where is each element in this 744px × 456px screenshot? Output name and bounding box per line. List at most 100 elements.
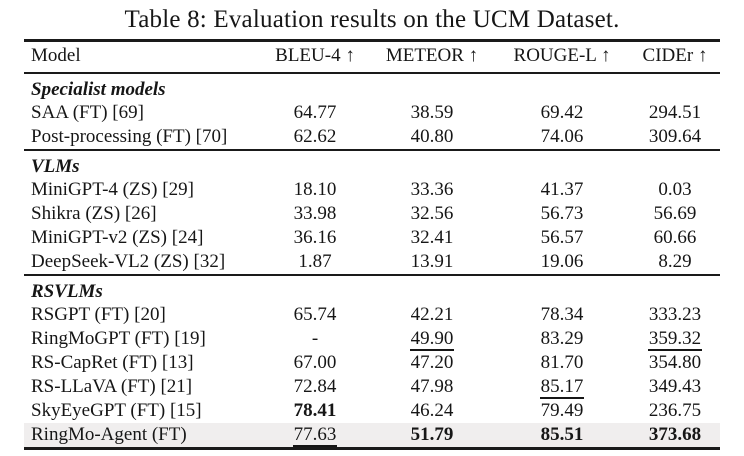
metric-value: 77.63	[292, 424, 338, 447]
metric-value-cell: 8.29	[630, 250, 720, 275]
column-header: METEOR ↑	[370, 40, 494, 74]
model-name-cell: RingMo-Agent (FT)	[31, 424, 187, 445]
metric-value: 0.03	[658, 179, 692, 200]
model-name-cell: MiniGPT-v2 (ZS) [24]	[31, 227, 204, 248]
metric-value: 79.49	[540, 400, 584, 421]
metric-value-cell: 46.24	[370, 399, 494, 423]
metric-value: 33.36	[410, 179, 454, 200]
table-caption: Table 8: Evaluation results on the UCM D…	[124, 6, 620, 33]
metric-value-cell: 333.23	[630, 303, 720, 327]
model-name-cell: Shikra (ZS) [26]	[31, 203, 157, 224]
metric-value: 64.77	[293, 102, 337, 123]
metric-value-cell: 49.90	[370, 327, 494, 351]
metric-value-cell: 33.98	[260, 202, 370, 226]
metric-value: 47.20	[410, 352, 454, 373]
metric-value: 56.57	[540, 227, 584, 248]
model-name-cell: RSGPT (FT) [20]	[31, 304, 166, 325]
metric-value-cell: 72.84	[260, 375, 370, 399]
table-row: Shikra (ZS) [26] 33.98 32.56 56.73 56.69	[24, 202, 720, 226]
metric-value: 354.80	[648, 352, 702, 373]
metric-value-cell: 47.98	[370, 375, 494, 399]
metric-value: 13.91	[410, 251, 454, 272]
metric-value: 78.34	[540, 304, 584, 325]
metric-value-cell: 0.03	[630, 178, 720, 202]
metric-value-cell: 42.21	[370, 303, 494, 327]
column-header: BLEU-4 ↑	[260, 40, 370, 74]
model-name-cell: SAA (FT) [69]	[31, 102, 144, 123]
metric-value-cell: 78.41	[260, 399, 370, 423]
metric-value-cell: 62.62	[260, 125, 370, 150]
metric-value: 85.51	[540, 424, 584, 445]
metric-value: 38.59	[410, 102, 454, 123]
metric-value-cell: 32.41	[370, 226, 494, 250]
metric-value: 49.90	[409, 328, 455, 351]
metric-value: 72.84	[293, 376, 337, 397]
metric-value: 333.23	[648, 304, 702, 325]
metric-value-cell: 85.51	[494, 423, 630, 449]
metric-value: 74.06	[540, 126, 584, 147]
table-row: DeepSeek-VL2 (ZS) [32] 1.87 13.91 19.06 8.29	[24, 250, 720, 275]
metric-value-cell: 78.34	[494, 303, 630, 327]
metric-value-cell: 64.77	[260, 101, 370, 125]
metric-value-cell: 32.56	[370, 202, 494, 226]
metric-value: 78.41	[293, 400, 337, 421]
metric-value-cell: 40.80	[370, 125, 494, 150]
metric-value-cell: 38.59	[370, 101, 494, 125]
table-row: RingMoGPT (FT) [19] - 49.90 83.29 359.32	[24, 327, 720, 351]
metric-value-cell: 294.51	[630, 101, 720, 125]
metric-value-cell: 47.20	[370, 351, 494, 375]
metric-value-cell: 13.91	[370, 250, 494, 275]
metric-value: 41.37	[540, 179, 584, 200]
model-name-cell: DeepSeek-VL2 (ZS) [32]	[31, 251, 226, 272]
metric-value-cell: 83.29	[494, 327, 630, 351]
metric-value: 51.79	[410, 424, 454, 445]
metric-value-cell: 349.43	[630, 375, 720, 399]
metric-value: 32.56	[410, 203, 454, 224]
metric-value: 56.69	[653, 203, 697, 224]
metric-value-cell: 67.00	[260, 351, 370, 375]
metric-value: 42.21	[410, 304, 454, 325]
table-row: RS-LLaVA (FT) [21] 72.84 47.98 85.17 349.43	[24, 375, 720, 399]
metric-value: 62.62	[293, 126, 337, 147]
results-table: Model BLEU-4 ↑ METEOR ↑ ROUGE-L ↑ CIDEr ↑ Sp…	[24, 39, 720, 450]
section-row: RSVLMs	[24, 274, 720, 303]
column-header: ROUGE-L ↑	[494, 40, 630, 74]
section-row: VLMs	[24, 149, 720, 178]
table-row: MiniGPT-v2 (ZS) [24] 36.16 32.41 56.57 60.66	[24, 226, 720, 250]
model-name-cell: MiniGPT-4 (ZS) [29]	[31, 179, 194, 200]
section-label: VLMs	[24, 149, 720, 178]
metric-value: 373.68	[648, 424, 702, 445]
metric-value-cell: 85.17	[494, 375, 630, 399]
metric-value: 81.70	[540, 352, 584, 373]
metric-value: 8.29	[658, 251, 692, 272]
metric-value-cell: 373.68	[630, 423, 720, 449]
metric-value-cell: 359.32	[630, 327, 720, 351]
metric-value-cell: 36.16	[260, 226, 370, 250]
model-name-cell: SkyEyeGPT (FT) [15]	[31, 400, 202, 421]
metric-value: 47.98	[410, 376, 454, 397]
metric-value: 18.10	[293, 179, 337, 200]
metric-value-cell: 309.64	[630, 125, 720, 150]
metric-value-cell: 77.63	[260, 423, 370, 449]
metric-value-cell: 1.87	[260, 250, 370, 275]
metric-value-cell: 56.57	[494, 226, 630, 250]
column-header: CIDEr ↑	[630, 40, 720, 74]
metric-value-cell: 19.06	[494, 250, 630, 275]
metric-value: 69.42	[540, 102, 584, 123]
header-row: Model BLEU-4 ↑ METEOR ↑ ROUGE-L ↑ CIDEr ↑	[24, 40, 720, 74]
metric-value: 60.66	[653, 227, 697, 248]
metric-value-cell: 79.49	[494, 399, 630, 423]
table-row: RSGPT (FT) [20] 65.74 42.21 78.34 333.23	[24, 303, 720, 327]
model-name-cell: RS-CapRet (FT) [13]	[31, 352, 194, 373]
metric-value-cell: 18.10	[260, 178, 370, 202]
metric-value-cell: 69.42	[494, 101, 630, 125]
section-label: RSVLMs	[24, 274, 720, 303]
model-name-cell: Post-processing (FT) [70]	[31, 126, 228, 147]
table-row: RingMo-Agent (FT) 77.63 51.79 85.51 373.68	[24, 423, 720, 449]
metric-value-cell: 354.80	[630, 351, 720, 375]
metric-value-cell: 81.70	[494, 351, 630, 375]
metric-value: -	[311, 328, 319, 349]
table-row: SkyEyeGPT (FT) [15] 78.41 46.24 79.49 236.75	[24, 399, 720, 423]
metric-value-cell: 33.36	[370, 178, 494, 202]
metric-value: 33.98	[293, 203, 337, 224]
